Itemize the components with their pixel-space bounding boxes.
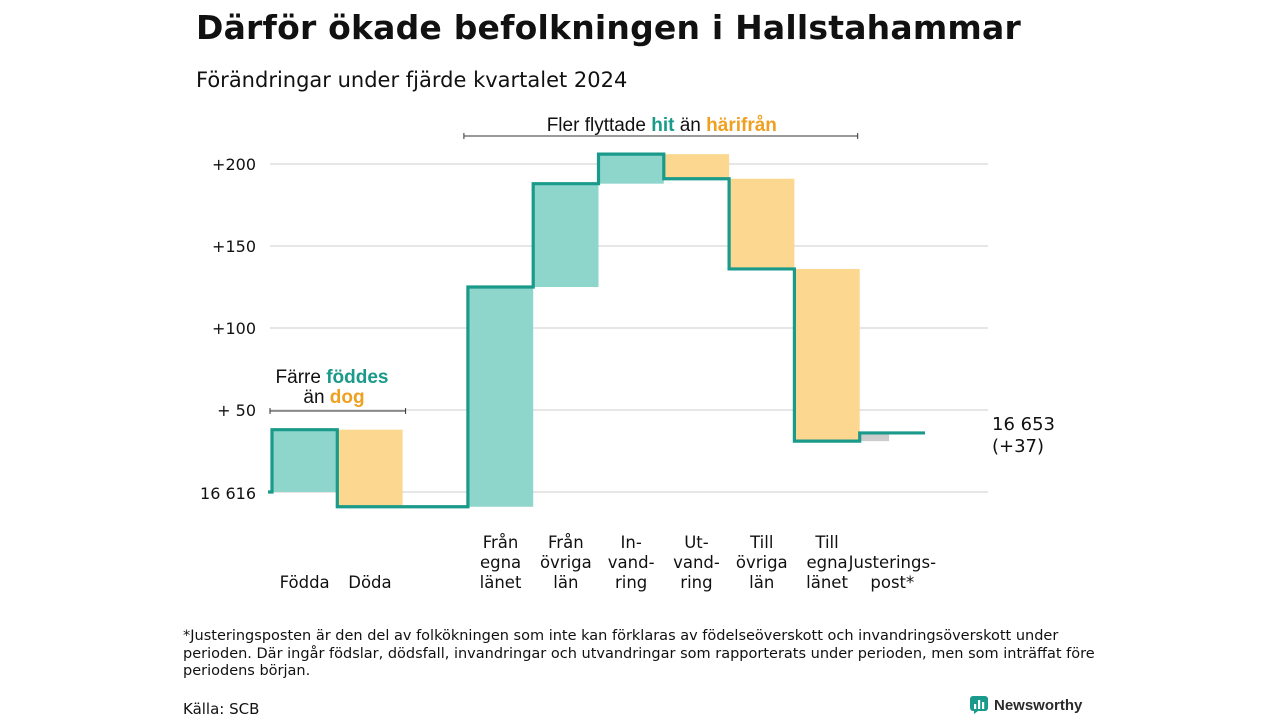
category-label: post* bbox=[870, 573, 914, 592]
footnote: *Justeringsposten är den del av folkökni… bbox=[183, 628, 1095, 679]
brand-logo: Newsworthy bbox=[970, 696, 1082, 714]
category-label: Till bbox=[749, 533, 773, 552]
births-annotation-line1: Färre föddes bbox=[276, 367, 389, 388]
category-label: Döda bbox=[348, 573, 391, 592]
end-value-label: 16 653 bbox=[992, 414, 1055, 435]
category-label: egna bbox=[806, 553, 847, 572]
bar-out bbox=[337, 429, 403, 507]
category-label: vand- bbox=[608, 553, 655, 572]
category-label: Från bbox=[483, 533, 519, 552]
births-annotation-line2: än dog bbox=[303, 387, 364, 408]
y-tick-label: + 50 bbox=[217, 401, 256, 420]
end-change-label: (+37) bbox=[992, 436, 1044, 457]
category-label: Ut- bbox=[684, 533, 709, 552]
bar-out bbox=[663, 154, 730, 179]
category-label: Från bbox=[548, 533, 584, 552]
brand-name: Newsworthy bbox=[994, 696, 1083, 714]
category-label: län bbox=[749, 573, 774, 592]
y-tick-label: +200 bbox=[212, 155, 256, 174]
y-tick-label: +100 bbox=[212, 319, 256, 338]
category-label: Födda bbox=[280, 573, 330, 592]
category-label: övriga bbox=[540, 553, 592, 572]
bar-in bbox=[598, 154, 664, 184]
category-label: egna bbox=[480, 553, 521, 572]
bar-out bbox=[729, 178, 795, 269]
source-label: Källa: SCB bbox=[183, 700, 260, 718]
bar-in bbox=[272, 429, 338, 492]
bar-chart-icon bbox=[970, 696, 988, 714]
category-label: Justerings- bbox=[848, 553, 936, 572]
chart-subtitle: Förändringar under fjärde kvartalet 2024 bbox=[196, 68, 628, 92]
category-label: ring bbox=[615, 573, 647, 592]
category-label: län bbox=[553, 573, 578, 592]
y-tick-label: +150 bbox=[212, 237, 256, 256]
chart-title: Därför ökade befolkningen i Hallstahamma… bbox=[196, 8, 1021, 47]
bar-in bbox=[467, 287, 534, 507]
start-value-label: 16 616 bbox=[200, 484, 256, 503]
step-line bbox=[268, 152, 925, 509]
category-label: ring bbox=[680, 573, 712, 592]
category-label: In- bbox=[621, 533, 642, 552]
bar-in bbox=[533, 183, 599, 287]
bar-adjust bbox=[859, 432, 890, 442]
category-label: övriga bbox=[736, 553, 788, 572]
category-label: vand- bbox=[673, 553, 720, 572]
category-label: länet bbox=[480, 573, 522, 592]
category-label: Till bbox=[814, 533, 838, 552]
bar-out bbox=[794, 268, 860, 442]
category-label: länet bbox=[806, 573, 848, 592]
moves-annotation: Fler flyttade hit än härifrån bbox=[547, 115, 777, 136]
